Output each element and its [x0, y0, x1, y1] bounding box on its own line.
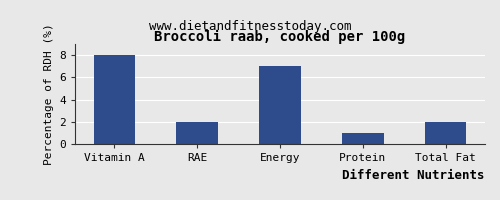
Bar: [94, 55, 135, 144]
Text: www.dietandfitnesstoday.com: www.dietandfitnesstoday.com: [149, 20, 351, 33]
X-axis label: Different Nutrients: Different Nutrients: [342, 169, 485, 182]
Title: Broccoli raab, cooked per 100g: Broccoli raab, cooked per 100g: [154, 30, 406, 44]
Bar: [176, 122, 218, 144]
Bar: [260, 66, 300, 144]
Y-axis label: Percentage of RDH (%): Percentage of RDH (%): [44, 23, 54, 165]
Bar: [425, 122, 467, 144]
Bar: [342, 133, 384, 144]
